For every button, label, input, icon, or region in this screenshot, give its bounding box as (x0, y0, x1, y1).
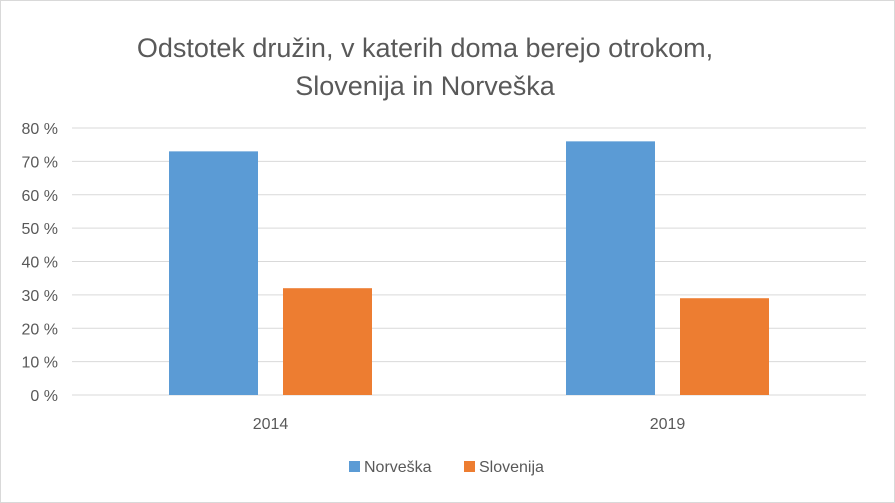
y-tick-label: 70 % (22, 154, 58, 171)
legend-swatch-norveška (349, 461, 360, 472)
bar-norveška-2014 (169, 151, 258, 395)
legend-swatch-slovenija (464, 461, 475, 472)
x-axis-categories: 2014 2019 (253, 416, 686, 433)
y-tick-label: 20 % (22, 321, 58, 338)
x-category-label: 2014 (253, 416, 289, 433)
y-tick-label: 30 % (22, 288, 58, 305)
y-tick-label: 60 % (22, 188, 58, 205)
bars (169, 141, 769, 395)
chart-title-line2: Slovenija in Norveška (295, 71, 555, 101)
y-tick-label: 10 % (22, 355, 58, 372)
bar-slovenija-2014 (283, 288, 372, 395)
y-tick-label: 50 % (22, 221, 58, 238)
bar-norveška-2019 (566, 141, 655, 395)
x-category-label: 2019 (650, 416, 686, 433)
legend-label-norveška: Norveška (364, 459, 432, 476)
y-axis-ticks: 0 % 10 % 20 % 30 % 40 % 50 % 60 % 70 % 80 % (22, 121, 58, 405)
chart-title-line1: Odstotek družin, v katerih doma berejo o… (136, 33, 714, 63)
bar-slovenija-2019 (680, 298, 769, 395)
y-tick-label: 40 % (22, 255, 58, 272)
legend: Norveška Slovenija (349, 459, 544, 476)
y-tick-label: 80 % (22, 121, 58, 138)
legend-label-slovenija: Slovenija (479, 459, 544, 476)
y-tick-label: 0 % (30, 388, 58, 405)
